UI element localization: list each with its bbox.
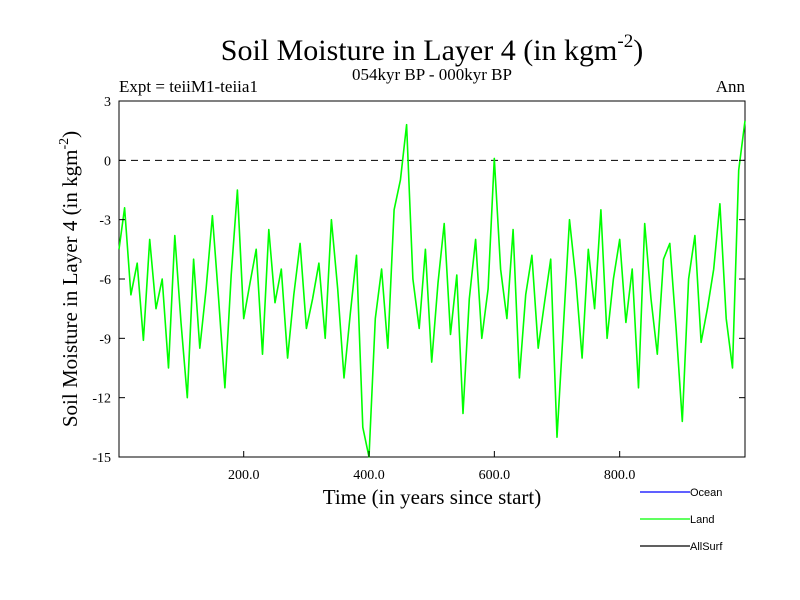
y-tick-label: -15 — [92, 451, 111, 466]
x-tick-label: 600.0 — [479, 468, 511, 483]
chart-title-main: Soil Moisture in Layer 4 (in kgm — [221, 34, 618, 67]
x-tick-label: 800.0 — [604, 468, 636, 483]
x-tick-label: 400.0 — [353, 468, 385, 483]
legend: Ocean Land AllSurf — [640, 487, 723, 553]
season-label: Ann — [716, 77, 746, 96]
series-group — [118, 120, 746, 458]
y-tick-label: -9 — [99, 332, 111, 347]
y-tick-label: -6 — [99, 273, 111, 288]
x-tick-label: 200.0 — [228, 468, 260, 483]
y-tick-label: -12 — [92, 392, 111, 407]
y-axis-title-main: Soil Moisture in Layer 4 (in kgm — [58, 150, 82, 428]
legend-land-label: Land — [690, 514, 714, 526]
series-line-land — [118, 120, 746, 458]
legend-ocean-label: Ocean — [690, 487, 722, 499]
y-tick-label: 3 — [104, 95, 111, 110]
period-label: 054kyr BP - 000kyr BP — [352, 65, 512, 84]
legend-allsurf-label: AllSurf — [690, 541, 723, 553]
x-axis: 200.0 400.0 600.0 800.0 — [228, 451, 635, 483]
chart-title-sup: -2 — [617, 31, 633, 52]
experiment-label: Expt = teiiM1-teiia1 — [119, 77, 258, 96]
y-tick-label: 0 — [104, 154, 111, 169]
x-axis-title: Time (in years since start) — [323, 485, 542, 509]
y-axis-title-close: ) — [58, 131, 82, 138]
chart-title-close: ) — [633, 34, 643, 67]
chart-title: Soil Moisture in Layer 4 (in kgm-2) — [221, 31, 643, 67]
y-tick-label: -3 — [99, 214, 111, 229]
y-axis-title-sup: -2 — [57, 138, 72, 150]
y-axis-title: Soil Moisture in Layer 4 (in kgm-2) — [57, 131, 82, 427]
y-axis: 3 0 -3 -6 -9 -12 -15 — [92, 95, 745, 466]
plot-area — [118, 100, 746, 458]
